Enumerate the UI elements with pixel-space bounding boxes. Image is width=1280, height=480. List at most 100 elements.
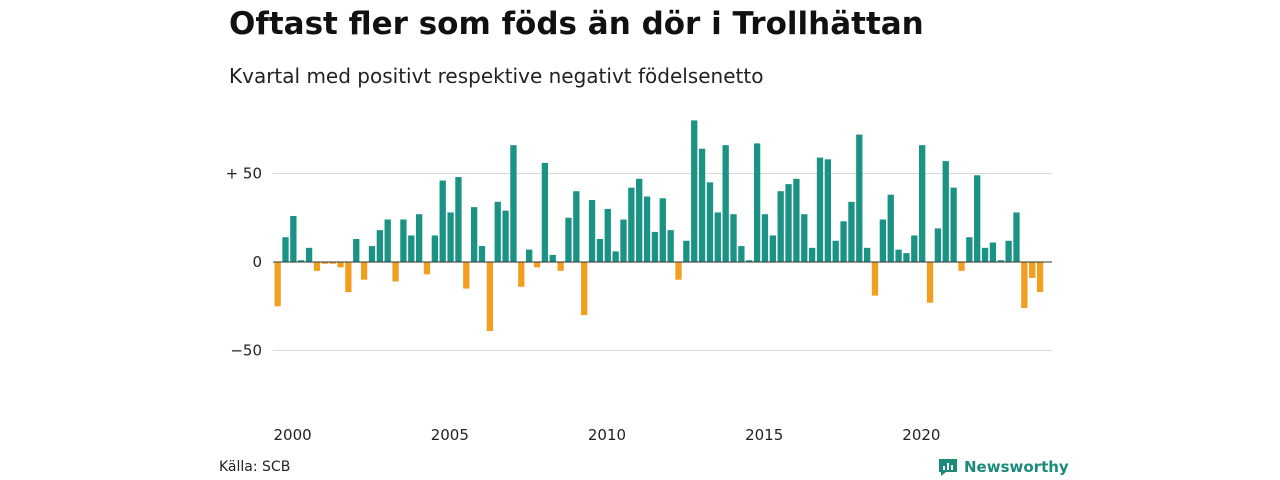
bar [761, 214, 769, 262]
bar [423, 262, 431, 275]
bar [832, 240, 839, 262]
bar [926, 262, 934, 303]
bar [958, 262, 965, 271]
bar [691, 120, 698, 263]
bar [408, 235, 415, 262]
x-axis-ticks: 2000 2005 2010 2015 2020 [274, 426, 941, 444]
bar [730, 214, 737, 262]
bar [840, 221, 847, 262]
x-tick-label: 2015 [745, 426, 783, 444]
newsworthy-logo-icon [939, 459, 957, 476]
bar [824, 159, 831, 262]
bar [541, 162, 549, 262]
bar [974, 175, 981, 262]
bar [313, 262, 321, 271]
bar [533, 262, 541, 268]
bar [856, 134, 863, 262]
bar [1029, 262, 1036, 278]
source-label: Källa: SCB [219, 459, 291, 475]
bar [415, 214, 423, 262]
bar [628, 187, 635, 262]
bar [683, 240, 690, 262]
x-tick-label: 2000 [274, 426, 312, 444]
bar [746, 260, 753, 262]
bar [518, 262, 525, 287]
bar [722, 145, 729, 262]
bar [871, 262, 879, 296]
bar [604, 208, 611, 262]
bar [643, 196, 651, 262]
bar [777, 191, 784, 262]
bar [1021, 262, 1028, 309]
y-tick-label: −50 [230, 342, 262, 360]
bar [321, 262, 328, 264]
bar [353, 238, 360, 262]
x-tick-label: 2005 [431, 426, 469, 444]
x-tick-label: 2010 [588, 426, 626, 444]
bar [290, 215, 297, 262]
bars [274, 120, 1044, 332]
brand-name: Newsworthy [964, 458, 1069, 476]
bar [455, 177, 462, 262]
bar [588, 200, 596, 262]
bar [981, 247, 989, 262]
bar [392, 262, 399, 282]
bar [706, 182, 714, 262]
bar [816, 157, 824, 262]
bar [431, 235, 438, 262]
chart-subtitle: Kvartal med positivt respektive negativt… [229, 64, 764, 88]
bar [801, 214, 808, 262]
chart-title: Oftast fler som föds än dör i Trollhätta… [229, 6, 924, 42]
bar [942, 161, 949, 262]
bar [903, 253, 910, 262]
bar [950, 187, 957, 262]
bar [557, 262, 564, 271]
bar [808, 247, 816, 262]
bar [549, 254, 556, 262]
bar-chart: + 50 0 −50 2000 2005 2010 2015 2020 [226, 120, 1052, 444]
bar [384, 219, 391, 262]
bar [793, 178, 800, 262]
bar [785, 184, 792, 262]
bar [667, 230, 674, 262]
bar [738, 246, 745, 262]
bar [526, 249, 533, 262]
bar [934, 228, 942, 262]
y-tick-label: 0 [252, 253, 262, 271]
bar [345, 262, 352, 293]
bar [966, 237, 973, 262]
bar [864, 247, 871, 262]
bar [989, 242, 997, 262]
bar [887, 194, 894, 262]
bar [698, 148, 706, 262]
bar [376, 230, 383, 262]
bar [478, 246, 486, 262]
bar [879, 219, 887, 262]
bar [997, 260, 1004, 262]
bar [651, 231, 659, 262]
y-tick-label: + 50 [226, 165, 262, 183]
bar [1013, 212, 1020, 262]
bar [329, 262, 336, 264]
bar [486, 262, 494, 332]
bar [400, 219, 407, 262]
x-tick-label: 2020 [902, 426, 940, 444]
bar [298, 260, 305, 262]
bar [565, 217, 572, 262]
bar [368, 246, 376, 262]
bar [1036, 262, 1044, 293]
bar [659, 198, 666, 262]
bar [274, 262, 281, 307]
bar [911, 235, 918, 262]
brand-logo[interactable]: Newsworthy [938, 457, 1069, 477]
bar [573, 191, 580, 262]
bar [360, 262, 368, 280]
bar [675, 262, 682, 280]
bar [636, 178, 643, 262]
bar [305, 247, 313, 262]
bar [494, 201, 501, 262]
bar [581, 262, 588, 316]
bar [919, 145, 926, 262]
bar [463, 262, 470, 289]
bar [282, 237, 289, 262]
